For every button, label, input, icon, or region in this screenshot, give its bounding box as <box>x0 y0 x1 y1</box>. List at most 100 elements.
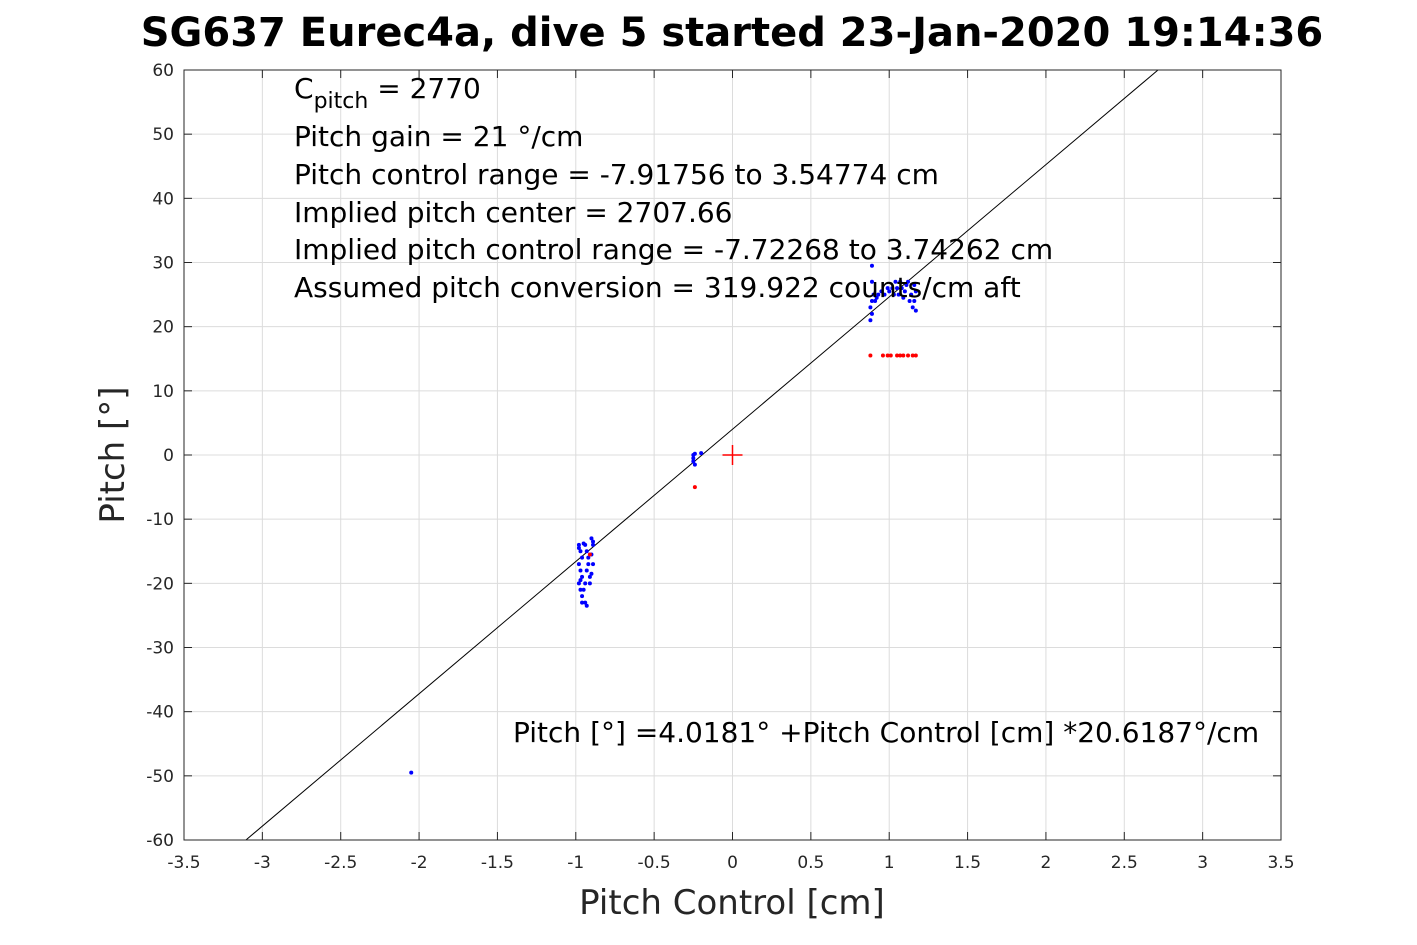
data-point <box>591 542 596 547</box>
data-point <box>896 292 901 297</box>
data-point <box>587 574 592 579</box>
data-points <box>409 263 918 775</box>
data-point <box>580 594 585 599</box>
fit-line <box>245 69 1159 841</box>
data-point <box>578 587 583 592</box>
data-point <box>692 462 697 467</box>
y-tick-label: -40 <box>146 703 174 723</box>
data-point <box>888 353 893 358</box>
data-point <box>868 318 873 323</box>
data-point <box>583 581 588 586</box>
data-point <box>904 282 909 287</box>
data-point <box>409 770 414 775</box>
data-point <box>906 279 911 284</box>
y-tick-label: -20 <box>146 574 174 594</box>
data-point <box>874 295 879 300</box>
data-point <box>913 289 918 294</box>
data-point <box>589 536 594 541</box>
data-point <box>584 549 589 554</box>
x-tick-label: 3.5 <box>1267 853 1294 873</box>
data-point <box>907 299 912 303</box>
data-point <box>879 289 884 294</box>
data-point <box>692 485 697 490</box>
data-point <box>692 451 697 456</box>
data-point <box>885 286 890 291</box>
data-point <box>691 456 696 461</box>
y-tick-label: 40 <box>152 189 174 209</box>
fit-line-layer <box>245 69 1159 841</box>
annotation-line: Assumed pitch conversion = 319.922 count… <box>294 271 1021 304</box>
data-point <box>909 292 914 297</box>
y-tick-label: 30 <box>152 254 174 274</box>
annotations: Cpitch = 2770 Pitch gain = 21 °/cm Pitch c… <box>294 72 1259 749</box>
x-tick-label: -0.5 <box>638 853 671 873</box>
data-point <box>901 353 906 358</box>
data-point <box>890 286 895 291</box>
data-point <box>910 353 915 358</box>
x-tick-label: -2.5 <box>324 853 357 873</box>
x-tick-label: -1.5 <box>481 853 514 873</box>
data-point <box>869 299 874 303</box>
data-point <box>576 546 581 551</box>
data-point <box>871 292 876 297</box>
cpitch-annotation: Cpitch = 2770 <box>294 72 481 114</box>
y-tick-label: -50 <box>146 767 174 787</box>
y-tick-label: 50 <box>152 125 174 145</box>
y-tick-label: -10 <box>146 510 174 530</box>
data-point <box>869 311 874 316</box>
annotation-line: Implied pitch control range = -7.72268 t… <box>294 233 1053 266</box>
x-tick-label: 1 <box>884 853 895 873</box>
data-point <box>580 600 585 605</box>
x-tick-label: 2 <box>1041 853 1052 873</box>
x-tick-label: 0.5 <box>797 853 824 873</box>
x-tick-label: -3 <box>254 853 271 873</box>
x-tick-label: 3 <box>1197 853 1208 873</box>
data-point <box>576 542 581 547</box>
fit-equation: Pitch [°] =4.0181° +Pitch Control [cm] *… <box>513 716 1259 749</box>
data-point <box>876 292 881 297</box>
data-point <box>913 308 918 313</box>
data-point <box>868 305 873 310</box>
axis-ticks: -3.5 -3 -2.5 -2 -1.5 -1 -0.5 0 0.5 1 1.5 2 2.5 3 3.5 -6… <box>146 61 1294 873</box>
data-point <box>868 353 873 358</box>
data-point <box>906 353 911 358</box>
data-point <box>913 353 918 358</box>
data-point <box>895 286 900 291</box>
data-point <box>882 292 887 297</box>
data-point <box>699 451 704 456</box>
data-point <box>584 568 589 573</box>
data-point <box>578 549 583 554</box>
grid <box>183 69 1282 841</box>
data-point <box>898 353 903 358</box>
data-point <box>899 286 904 291</box>
annotation-line: Implied pitch center = 2707.66 <box>294 196 732 229</box>
x-tick-label: -1 <box>567 853 584 873</box>
data-point <box>891 292 896 297</box>
data-point <box>885 353 890 358</box>
x-tick-label: 2.5 <box>1111 853 1138 873</box>
data-point <box>578 568 583 573</box>
annotation-line: Pitch gain = 21 °/cm <box>294 120 583 153</box>
data-point <box>910 305 915 310</box>
data-point <box>587 581 592 586</box>
y-tick-label: -30 <box>146 639 174 659</box>
y-tick-label: 10 <box>152 382 174 402</box>
data-point <box>873 299 878 303</box>
data-point <box>902 289 907 294</box>
data-point <box>584 603 589 608</box>
data-point <box>581 587 586 592</box>
y-tick-label: 60 <box>152 61 174 81</box>
data-point <box>576 562 581 567</box>
data-point <box>869 279 874 284</box>
x-tick-label: 1.5 <box>954 853 981 873</box>
y-tick-label: -60 <box>146 831 174 851</box>
x-tick-label: 0 <box>727 853 738 873</box>
data-point <box>898 279 903 284</box>
data-point <box>901 295 906 300</box>
data-point <box>912 282 917 287</box>
data-point <box>578 578 583 583</box>
data-point <box>895 353 900 358</box>
data-point <box>691 459 696 464</box>
x-tick-label: -2 <box>411 853 428 873</box>
